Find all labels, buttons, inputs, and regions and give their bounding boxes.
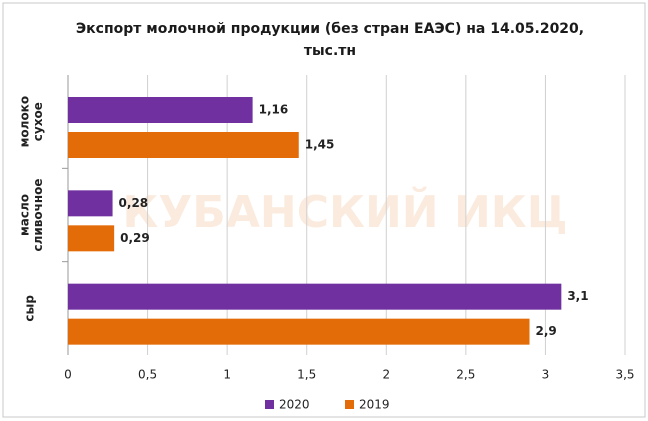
chart-title: Экспорт молочной продукции (без стран ЕА… — [75, 21, 585, 59]
y-tick-label: молокосухое — [17, 96, 44, 147]
legend-label: 2019 — [359, 398, 390, 412]
value-label: 1,16 — [259, 103, 289, 117]
watermark: КУБАНСКИЙ ИКЦ — [122, 185, 567, 238]
x-tick-label: 0 — [64, 368, 72, 382]
legend-label: 2020 — [279, 398, 310, 412]
bar — [68, 283, 562, 310]
bar — [68, 190, 113, 217]
x-tick-label: 0,5 — [138, 368, 157, 382]
x-tick-label: 3 — [542, 368, 550, 382]
legend-swatch — [345, 400, 354, 409]
x-tick-label: 2,5 — [456, 368, 475, 382]
y-tick-label: маслосливочное — [17, 178, 44, 251]
x-tick-label: 1,5 — [297, 368, 316, 382]
bar — [68, 132, 299, 158]
bar — [68, 225, 115, 252]
legend-swatch — [265, 400, 274, 409]
bar — [68, 97, 253, 123]
x-tick-label: 1 — [223, 368, 231, 382]
value-label: 0,29 — [120, 231, 150, 245]
value-label: 3,1 — [567, 289, 588, 303]
y-tick-label: сыр — [23, 295, 37, 322]
bar — [68, 318, 530, 345]
x-tick-label: 2 — [382, 368, 390, 382]
value-label: 1,45 — [305, 138, 335, 152]
value-label: 0,28 — [119, 196, 149, 210]
value-label: 2,9 — [536, 324, 557, 338]
x-tick-label: 3,5 — [615, 368, 634, 382]
